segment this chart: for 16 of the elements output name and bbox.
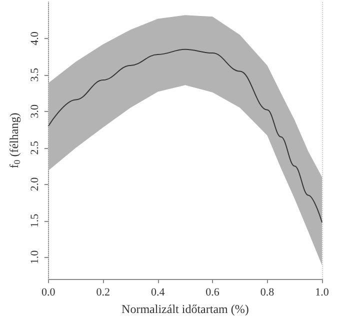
y-axis-title: f0 (félhang) (7, 112, 22, 168)
x-tick-label: 1.0 (315, 286, 330, 299)
x-tick-label: 0.8 (260, 286, 275, 299)
x-tick-label: 0.6 (206, 286, 220, 299)
y-tick-label: 1.5 (28, 213, 41, 228)
line-series (48, 48, 322, 223)
x-tick-label: 0.2 (96, 286, 110, 299)
x-axis-title: Normalizált időtartam (%) (122, 302, 249, 316)
y-tick-label: 3.5 (28, 68, 41, 82)
y-tick-label: 2.5 (28, 140, 41, 155)
y-tick-label: 1.0 (28, 250, 41, 264)
y-tick-label: 4.0 (28, 31, 41, 46)
y-tick-label: 3.0 (28, 104, 41, 118)
x-tick-label: 0.0 (42, 286, 56, 299)
y-tick-label: 2.0 (28, 176, 41, 192)
x-tick-label: 0.4 (150, 286, 166, 299)
